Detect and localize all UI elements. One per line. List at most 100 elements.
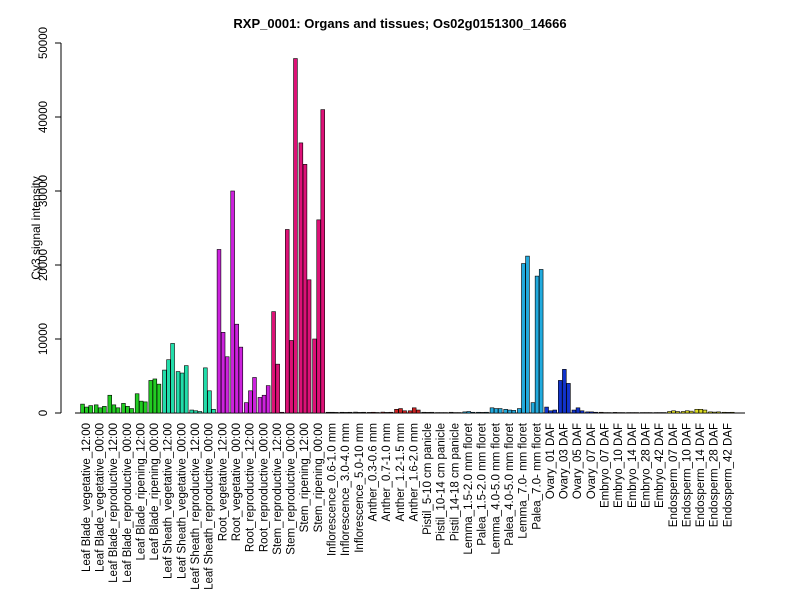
bar — [716, 411, 721, 414]
bar — [548, 410, 553, 414]
bar — [607, 412, 612, 414]
x-tick-label: Lemma_7.0- mm floret — [518, 422, 530, 538]
bar — [125, 406, 130, 414]
bar — [648, 412, 653, 414]
bar — [694, 408, 699, 414]
y-tick-label: 10000 — [38, 323, 50, 355]
x-tick-label: Leaf Blade_ripening_00:00 — [149, 423, 161, 560]
bar — [585, 411, 590, 414]
bar — [462, 411, 467, 414]
x-tick-label: Lemma_4.0-5.0 mm floret — [490, 422, 502, 554]
bar — [166, 359, 171, 414]
x-tick-label: Endosperm_10 DAF — [681, 423, 693, 527]
bar — [425, 412, 431, 414]
bar — [517, 408, 522, 414]
bar — [366, 412, 372, 414]
bar — [203, 367, 208, 414]
bar — [630, 412, 635, 414]
bar — [489, 407, 495, 414]
bar — [98, 407, 103, 414]
bar — [407, 410, 413, 414]
x-tick-label: Stem_reproductive_12:00 — [272, 423, 284, 555]
bar — [225, 356, 230, 414]
x-tick-label: Pistil_14-18 cm panicle — [449, 423, 461, 541]
bar — [538, 269, 544, 414]
x-tick-label: Root_vegetative_12:00 — [217, 423, 229, 541]
bar — [148, 380, 153, 414]
bar — [503, 408, 508, 414]
bar — [197, 411, 203, 414]
bar — [244, 402, 249, 414]
bar — [298, 142, 304, 414]
bar — [257, 397, 263, 414]
bar — [493, 408, 499, 414]
bar — [394, 408, 399, 414]
bar — [193, 410, 198, 414]
bar — [398, 408, 403, 414]
x-tick-label: Ovary_07 DAF — [586, 423, 598, 499]
bar — [261, 394, 267, 414]
bar — [530, 402, 536, 414]
bar — [721, 411, 727, 414]
bar — [107, 394, 113, 414]
bar — [343, 412, 349, 414]
bar — [339, 411, 345, 414]
x-tick-label: Root_vegetative_00:00 — [231, 423, 243, 541]
bar — [384, 412, 390, 414]
bar — [102, 406, 107, 414]
bar — [211, 408, 216, 414]
bar — [230, 190, 235, 414]
bar — [347, 411, 353, 414]
x-tick-labels: Leaf Blade_vegetative_12:00 Leaf Blade_ve… — [81, 422, 735, 590]
bar — [448, 411, 454, 414]
y-ticks: 0 10000 20000 30000 40000 50000 — [38, 27, 61, 416]
bar — [248, 390, 253, 414]
bar — [388, 411, 394, 414]
bar — [684, 410, 690, 414]
x-tick-label: Leaf Sheath_vegetative_00:00 — [176, 423, 188, 579]
bar — [657, 412, 663, 414]
bar — [80, 403, 85, 414]
x-tick-label: Palea_1.5-2.0 mm floret — [477, 422, 489, 546]
y-tick-label: 30000 — [38, 175, 50, 207]
bar — [411, 407, 417, 414]
bar — [220, 332, 226, 414]
bar — [457, 412, 462, 414]
x-tick-label: Embryo_07 DAF — [600, 423, 612, 508]
bar — [234, 323, 239, 414]
bar — [271, 311, 276, 414]
x-tick-label: Ovary_05 DAF — [572, 423, 584, 499]
x-tick-label: Inflorescence_5.0-10 mm — [354, 423, 366, 553]
bar — [521, 263, 526, 414]
y-tick-label: 0 — [38, 410, 50, 416]
x-tick-label: Root_reproductive_00:00 — [258, 423, 270, 552]
bar — [452, 412, 458, 414]
bar — [306, 279, 312, 414]
bar — [675, 411, 680, 414]
x-tick-label: Lemma_1.5-2.0 mm floret — [463, 422, 475, 554]
bar — [562, 369, 567, 414]
bar — [320, 109, 325, 414]
x-tick-label: Endosperm_28 DAF — [709, 423, 721, 527]
x-tick-label: Endosperm_14 DAF — [695, 423, 707, 527]
x-tick-label: Stem_ripening_00:00 — [313, 423, 325, 532]
bar — [689, 410, 694, 414]
bar — [525, 255, 530, 414]
bar — [334, 412, 339, 414]
x-tick-label: Endosperm_07 DAF — [668, 423, 680, 527]
bar — [634, 412, 639, 414]
bar — [121, 403, 126, 414]
bar — [357, 412, 362, 414]
chart-title: RXP_0001: Organs and tissues; Os02g01513… — [233, 16, 566, 31]
bar — [416, 409, 421, 414]
bar — [265, 385, 271, 414]
x-tick-label: Leaf Blade_reproductive_00:00 — [122, 423, 134, 583]
bar — [579, 410, 585, 414]
bar — [353, 411, 358, 414]
bar — [285, 229, 290, 414]
bar — [189, 409, 194, 414]
bar — [402, 410, 407, 414]
bar — [680, 411, 686, 414]
bar — [702, 409, 708, 414]
bar — [598, 411, 604, 414]
